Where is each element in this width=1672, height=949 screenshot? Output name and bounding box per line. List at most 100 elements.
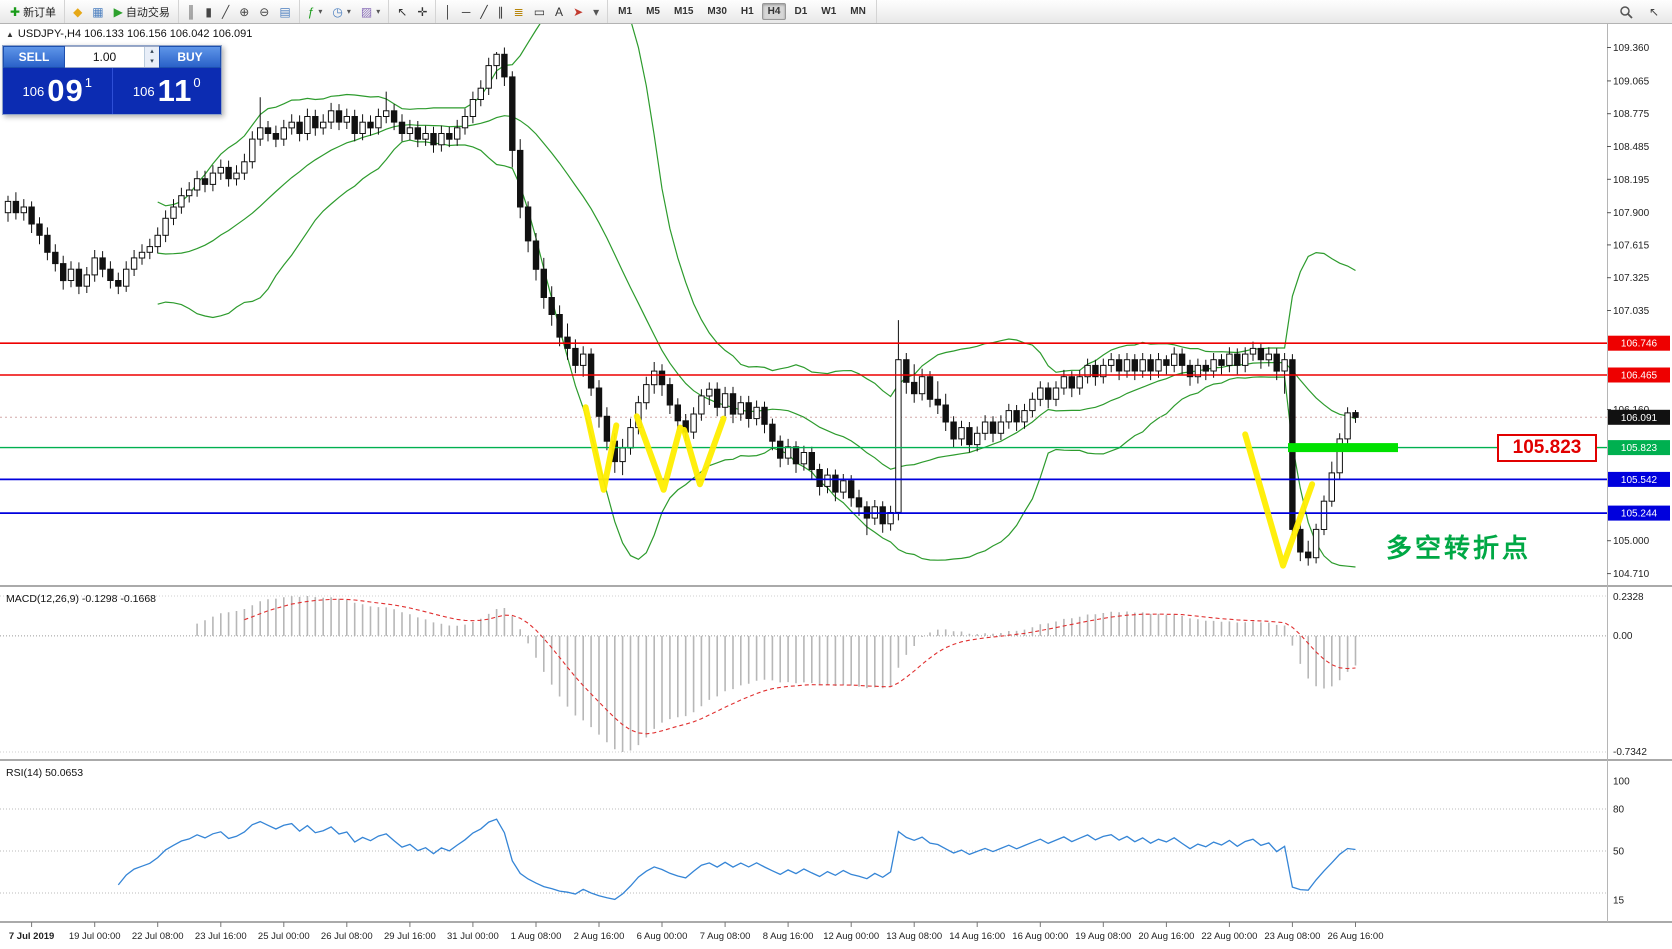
time-axis-label: 25 Jul 00:00	[258, 931, 310, 942]
timeframe-d1[interactable]: D1	[794, 6, 808, 17]
rsi-header: RSI(14) 50.0653	[6, 767, 83, 779]
vertical-line-button[interactable]: │	[439, 0, 457, 23]
timeframe-m5[interactable]: M5	[646, 6, 660, 17]
price-axis-label: 107.900	[1613, 208, 1650, 219]
shapes-button[interactable]: ▭	[529, 0, 550, 23]
templates-button[interactable]: ▨ ▾	[356, 0, 385, 23]
crosshair-button[interactable]: ✛	[412, 0, 432, 23]
toolbar-right-icons: ↖	[1614, 0, 1670, 23]
fibonacci-button[interactable]: ≣	[509, 0, 529, 23]
metaeditor-button[interactable]: ◆	[68, 0, 87, 23]
indicators-button[interactable]: ƒ ▾	[303, 0, 328, 23]
buy-button[interactable]: BUY	[159, 46, 221, 68]
market-watch-icon: ▦	[92, 4, 104, 19]
toolbar-group-2: ◆ ▦ ▶ 自动交易	[65, 0, 179, 23]
toolbar-group-1: ✚ 新订单	[2, 0, 66, 23]
trendline-button[interactable]: ╱	[475, 0, 492, 23]
equidistant-channel-button[interactable]: ∥	[493, 0, 509, 23]
svg-text:105.542: 105.542	[1621, 475, 1658, 486]
toolbar-group-5: ↖ ✛	[389, 0, 437, 23]
main-toolbar: ✚ 新订单 ◆ ▦ ▶ 自动交易 ║ ▮ ╱ ⊕ ⊖ ▤ ƒ ▾ ◷ ▾ ▨ ▾ ↖ ✛ │ ─ ╱ ∥ ≣ ▭ A ➤ ▾ M1 M5 M1…	[0, 0, 1672, 24]
volume-input[interactable]: 1.00 ▴ ▾	[65, 46, 159, 68]
volume-down-arrow[interactable]: ▾	[145, 57, 159, 67]
macd-axis-label: 0.00	[1613, 631, 1633, 642]
macd-indicator	[0, 595, 1607, 753]
pointer-button[interactable]: ↖	[1644, 0, 1664, 23]
timeframe-h1[interactable]: H1	[740, 6, 754, 17]
drawn-zigzag-1[interactable]	[582, 404, 620, 493]
templates-icon: ▨	[360, 4, 373, 19]
time-axis-label: 26 Jul 08:00	[321, 931, 373, 942]
price-callout-label[interactable]: 105.823	[1497, 434, 1597, 462]
market-watch-button[interactable]: ▦	[87, 0, 108, 23]
svg-text:106.746: 106.746	[1621, 339, 1658, 350]
objects-dropdown[interactable]: ▾	[588, 0, 604, 23]
turning-point-note[interactable]: 多空转折点	[1386, 533, 1532, 563]
sell-price-display[interactable]: 106 09 1	[3, 68, 112, 114]
time-axis-label: 22 Jul 08:00	[132, 931, 184, 942]
volume-up-arrow[interactable]: ▴	[145, 47, 159, 57]
price-axis-label: 107.325	[1613, 273, 1650, 284]
timeframe-m1[interactable]: M1	[618, 6, 633, 17]
time-axis-label: 23 Jul 16:00	[195, 931, 247, 942]
autotrading-button[interactable]: ▶ 自动交易	[109, 0, 175, 23]
chart-canvas[interactable]: 109.360 109.065 108.775 108.485 108.195 107.9…	[0, 24, 1672, 949]
drawn-zigzag-3[interactable]	[681, 415, 727, 488]
bollinger-upper-band	[157, 24, 1356, 398]
templates-button-caret-icon: ▾	[376, 7, 381, 16]
trendline-icon: ╱	[480, 4, 488, 19]
timeframe-m30[interactable]: M30	[707, 6, 727, 17]
chart-line-icon: ╱	[222, 4, 230, 19]
buy-price-display[interactable]: 106 11 0	[113, 68, 222, 114]
tile-windows-button[interactable]: ▤	[274, 0, 295, 23]
buy-price-whole: 106	[132, 83, 155, 99]
chart-line-button[interactable]: ╱	[217, 0, 234, 23]
chart-window[interactable]: 109.360 109.065 108.775 108.485 108.195 107.9…	[0, 24, 1672, 949]
new-order-button[interactable]: ✚ 新订单	[5, 0, 61, 23]
search-icon	[1620, 5, 1633, 19]
chart-candles-button[interactable]: ▮	[200, 0, 217, 23]
search-button[interactable]	[1614, 0, 1638, 23]
zoom-in-icon: ⊕	[239, 4, 250, 19]
timeframe-w1[interactable]: W1	[821, 6, 837, 17]
buy-price-fraction: 0	[193, 74, 201, 90]
price-axis-label: 109.065	[1613, 76, 1650, 87]
text-button[interactable]: A	[550, 0, 568, 23]
periods-icon: ◷	[332, 4, 343, 19]
horizontal-line-button[interactable]: ─	[457, 0, 476, 23]
text-icon: A	[555, 4, 564, 19]
new-order-icon: ✚	[10, 4, 21, 19]
drawn-zigzag-2[interactable]	[633, 413, 684, 493]
time-axis-label: 23 Aug 08:00	[1264, 931, 1320, 942]
macd-axis-label: -0.7342	[1613, 747, 1647, 758]
toolbar-group-3: ║ ▮ ╱ ⊕ ⊖ ▤	[179, 0, 300, 23]
chart-bars-button[interactable]: ║	[182, 0, 201, 23]
macd-header: MACD(12,26,9) -0.1298 -0.1668	[6, 593, 156, 605]
volume-value[interactable]: 1.00	[92, 50, 117, 64]
zoom-out-button[interactable]: ⊖	[254, 0, 274, 23]
time-axis-label: 14 Aug 16:00	[949, 931, 1005, 942]
time-axis-label: 26 Aug 16:00	[1328, 931, 1384, 942]
zoom-in-button[interactable]: ⊕	[234, 0, 254, 23]
price-tag-106.091: 106.091	[1608, 409, 1670, 425]
sell-button[interactable]: SELL	[3, 46, 65, 68]
time-axis-label: 20 Aug 16:00	[1138, 931, 1194, 942]
one-click-trading-panel: SELL 1.00 ▴ ▾ BUY 106 09 1 106 11 0	[2, 45, 222, 115]
timeframe-m15[interactable]: M15	[673, 6, 694, 17]
arrows-button[interactable]: ➤	[568, 0, 588, 23]
metaeditor-icon: ◆	[73, 4, 83, 19]
rsi-line	[117, 818, 1356, 901]
drawn-zigzag-4[interactable]	[1242, 431, 1316, 569]
equidistant-channel-icon: ∥	[497, 4, 504, 19]
cursor-button[interactable]: ↖	[392, 0, 412, 23]
timeframe-mn[interactable]: MN	[850, 6, 866, 17]
price-axis-label: 108.485	[1613, 142, 1650, 153]
time-axis-label: 8 Aug 16:00	[763, 931, 814, 942]
price-tag-106.465: 106.465	[1608, 367, 1670, 383]
sell-price-fraction: 1	[84, 74, 92, 90]
bollinger-lower-band	[157, 139, 1356, 568]
timeframe-h4[interactable]: H4	[761, 3, 787, 20]
highlight-zone[interactable]	[1288, 443, 1398, 453]
price-tag-105.542: 105.542	[1608, 471, 1670, 487]
periods-button[interactable]: ◷ ▾	[327, 0, 356, 23]
